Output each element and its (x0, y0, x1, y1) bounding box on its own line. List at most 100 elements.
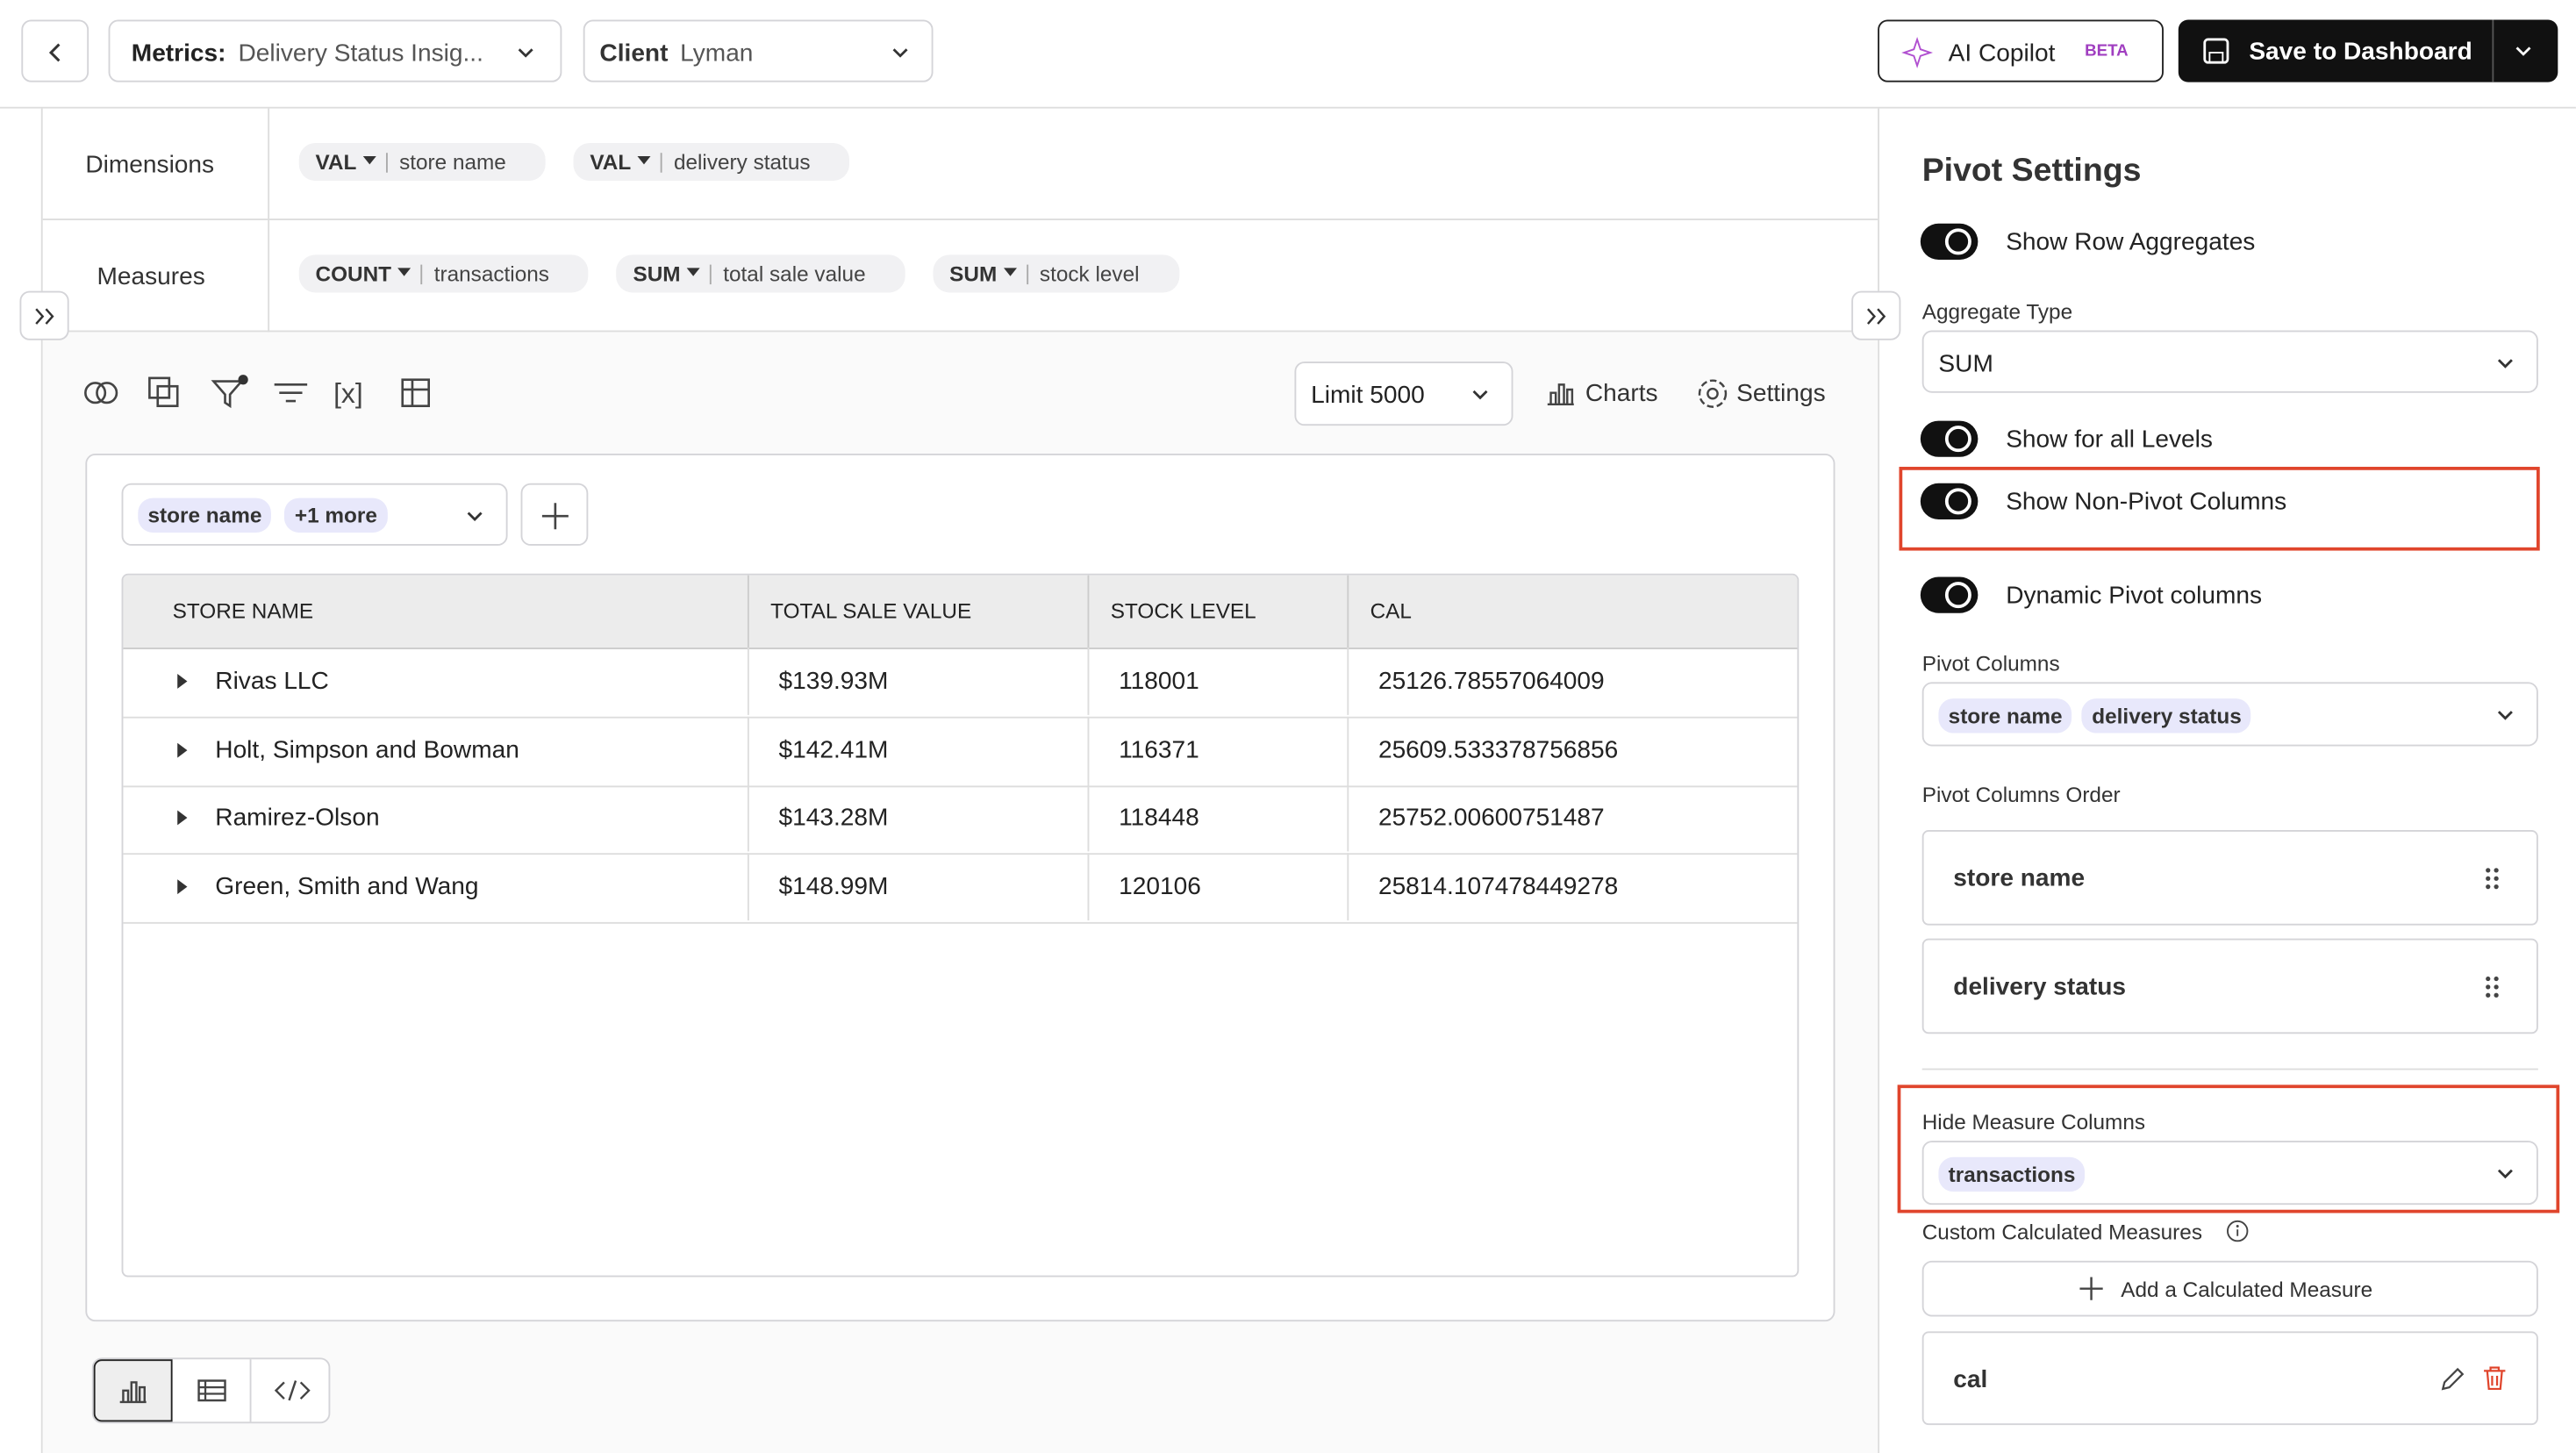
toggle-label: Show Non-Pivot Columns (2006, 488, 2287, 517)
add-measure-button[interactable]: Add a Calculated Measure (1921, 1260, 2538, 1317)
field-chip[interactable]: VAL store name (298, 142, 546, 182)
field-chip[interactable]: VAL delivery status (573, 142, 850, 182)
metrics-dropdown[interactable]: Metrics: Delivery Status Insig... (108, 19, 562, 82)
chart-tab[interactable] (93, 1359, 173, 1422)
add-group-button[interactable] (520, 483, 589, 546)
table-row: Rivas LLC $139.93M 118001 25126.78557064009 (123, 648, 1798, 719)
table-cell: Green, Smith and Wang (123, 853, 748, 920)
expand-button[interactable] (19, 290, 69, 340)
field-chip[interactable]: COUNT transactions (298, 254, 589, 293)
table-cell: Ramirez-Olson (123, 784, 748, 852)
value: Lyman (680, 39, 754, 68)
toggle[interactable] (1920, 223, 1979, 260)
expand-icon[interactable] (177, 811, 188, 827)
chip-list: store name +1 more (138, 497, 388, 533)
client-dropdown[interactable]: Client Lyman (583, 19, 934, 82)
icon (1867, 308, 1886, 325)
table-row: Holt, Simpson and Bowman $142.41M 116371 25… (123, 716, 1798, 787)
icon (397, 268, 411, 276)
table-cell: $143.28M (747, 784, 1088, 853)
table-cell: 118448 (1087, 784, 1348, 853)
chip-list: transactions (1938, 1156, 2086, 1192)
code-tab[interactable] (274, 1380, 311, 1401)
field: delivery status (673, 149, 811, 175)
dimensions-label: Dimensions (85, 151, 215, 180)
badge: BETA (2085, 42, 2129, 61)
drag-handle[interactable] (2486, 976, 2499, 998)
info-icon[interactable] (2226, 1220, 2249, 1242)
toggle[interactable] (1920, 420, 1979, 457)
expand-icon[interactable] (177, 674, 188, 689)
icon (1003, 268, 1017, 276)
divider (386, 152, 388, 172)
table-tab[interactable] (173, 1359, 252, 1422)
aggregation: VAL (315, 149, 357, 175)
chip: +1 more (284, 497, 388, 533)
group-select[interactable]: store name +1 more (121, 483, 508, 546)
divider (1026, 263, 1028, 284)
icon (35, 308, 54, 325)
table-cell: $139.93M (747, 648, 1088, 715)
table-cell: 25126.78557064009 (1347, 648, 1797, 715)
toggle[interactable] (1920, 576, 1979, 613)
aggregation: VAL (590, 149, 632, 175)
label: Charts (1585, 379, 1658, 408)
pivot-columns-select[interactable]: store name delivery status (1921, 682, 2538, 747)
value: Delivery Status Insig... (238, 39, 483, 68)
field-label: Pivot Columns Order (1921, 782, 2121, 807)
icon (119, 1381, 147, 1404)
field-chip[interactable]: SUM total sale value (616, 254, 905, 293)
toggle[interactable] (1920, 483, 1979, 519)
custom-measure: cal (1921, 1331, 2538, 1426)
toggle-label: Show for all Levels (2006, 426, 2213, 455)
toolbar-icons[interactable]: [x] (82, 375, 452, 411)
order-item[interactable]: delivery status (1921, 938, 2538, 1034)
collapse-button[interactable] (1851, 290, 1901, 340)
table-cell: $148.99M (747, 853, 1088, 921)
field-chip[interactable]: SUM stock level (933, 254, 1179, 293)
column-header: CAL (1347, 575, 1797, 648)
back-button[interactable] (21, 19, 89, 82)
icon (2497, 359, 2513, 369)
table-cell: Holt, Simpson and Bowman (123, 716, 748, 784)
svg-text:[x]: [x] (333, 377, 363, 409)
divider (420, 263, 423, 284)
hide-measures-select[interactable]: transactions (1921, 1141, 2538, 1206)
edit-icon[interactable] (2441, 1367, 2465, 1391)
delete-icon[interactable] (2484, 1366, 2506, 1391)
expand-icon[interactable] (177, 879, 188, 895)
icon (637, 155, 651, 165)
icon (1472, 390, 1488, 400)
aggregate-select[interactable]: SUM (1921, 330, 2538, 393)
aggregation: SUM (949, 261, 998, 286)
icon (892, 48, 908, 58)
icon (2515, 47, 2531, 56)
field: stock level (1039, 261, 1140, 286)
table-row: Ramirez-Olson $143.28M 118448 25752.0060075… (123, 784, 1798, 855)
label: Limit 5000 (1311, 381, 1425, 410)
field-label: Hide Measure Columns (1921, 1109, 2146, 1134)
icon (2203, 38, 2229, 64)
table-cell: 25609.533378756856 (1347, 716, 1797, 784)
label: AI Copilot (1948, 39, 2056, 68)
table-cell: 118001 (1087, 648, 1348, 715)
highlight-box (1899, 467, 2540, 551)
drag-handle[interactable] (2486, 868, 2499, 890)
table-cell: 25814.107478449278 (1347, 853, 1797, 921)
dimension-list: VAL store name VAL delivery status (298, 142, 850, 182)
field-label: Custom Calculated Measures (1921, 1219, 2203, 1245)
limit-dropdown[interactable]: Limit 5000 (1294, 361, 1513, 426)
chip: store name (138, 497, 272, 533)
copilot-button[interactable]: AI Copilot BETA (1878, 19, 2164, 82)
icon (197, 1379, 226, 1402)
divider (660, 152, 662, 172)
expand-icon[interactable] (177, 742, 188, 758)
icon (687, 268, 701, 276)
icon (2497, 711, 2513, 720)
divider (42, 218, 1878, 221)
column-header: STORE NAME (172, 598, 314, 623)
order-item[interactable]: store name (1921, 830, 2538, 926)
header-border (0, 106, 2576, 109)
save-button[interactable]: Save to Dashboard (2178, 19, 2558, 82)
panel-border (40, 108, 43, 1453)
